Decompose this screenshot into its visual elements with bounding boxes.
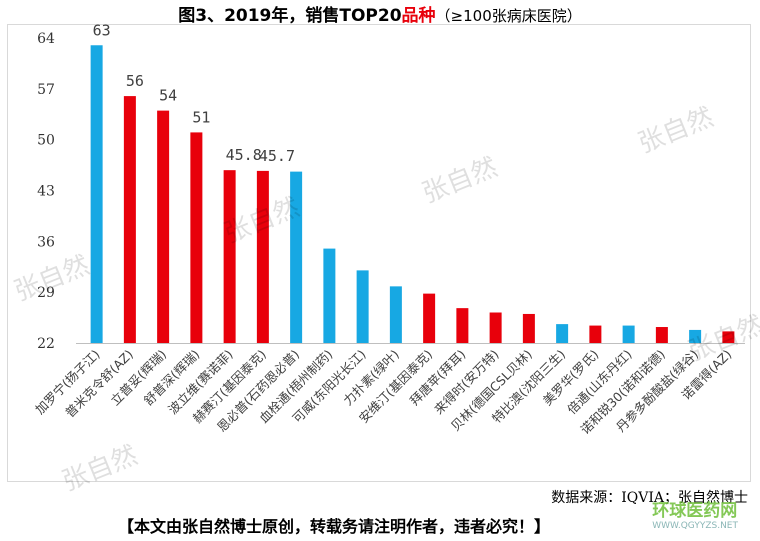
bar bbox=[389, 286, 402, 343]
title-subtitle: （≥100张病床医院） bbox=[435, 7, 582, 25]
source-note: 数据来源：IQVIA；张自然博士 bbox=[551, 490, 748, 506]
y-tick-label: 29 bbox=[37, 285, 55, 301]
data-label: 54 bbox=[159, 87, 177, 105]
copyright-notice: 【本文由张自然博士原创，转载务请注明作者，违者必究！】 bbox=[118, 517, 551, 536]
bar bbox=[589, 325, 602, 343]
bar bbox=[223, 170, 236, 343]
bar bbox=[123, 96, 136, 343]
site-logo[interactable]: 环球医药网 WWW.QGYYZS.NET bbox=[652, 496, 738, 531]
data-label: 45.7 bbox=[259, 147, 295, 165]
bar bbox=[456, 308, 469, 343]
site-url: WWW.QGYYZS.NET bbox=[652, 521, 738, 531]
bar bbox=[689, 329, 702, 343]
data-label: 45.8 bbox=[226, 146, 262, 164]
bar bbox=[522, 313, 535, 343]
bar bbox=[190, 132, 203, 343]
site-name: 环球医药网 bbox=[652, 501, 738, 521]
bar bbox=[90, 45, 103, 344]
bar bbox=[256, 170, 269, 343]
bar bbox=[423, 293, 436, 343]
bar bbox=[655, 327, 668, 343]
bar bbox=[489, 312, 502, 343]
title-highlight: 品种 bbox=[401, 6, 436, 26]
bar bbox=[722, 331, 735, 343]
y-tick-label: 64 bbox=[37, 31, 55, 47]
y-tick-label: 50 bbox=[37, 133, 55, 149]
bar bbox=[622, 325, 635, 343]
bar bbox=[556, 324, 569, 343]
y-tick-label: 22 bbox=[37, 336, 55, 352]
title-main: 图3、2019年，销售TOP20 bbox=[178, 6, 402, 26]
y-tick-label: 43 bbox=[37, 184, 55, 200]
bar bbox=[323, 248, 336, 343]
chart-title: 图3、2019年，销售TOP20品种（≥100张病床医院） bbox=[0, 1, 760, 26]
data-label: 63 bbox=[93, 21, 111, 39]
data-label: 51 bbox=[192, 108, 210, 126]
data-label: 56 bbox=[126, 72, 144, 90]
bar bbox=[356, 270, 369, 343]
y-tick-label: 57 bbox=[37, 82, 55, 98]
y-tick-label: 36 bbox=[37, 234, 55, 250]
bar bbox=[290, 171, 303, 343]
bar bbox=[157, 110, 170, 343]
